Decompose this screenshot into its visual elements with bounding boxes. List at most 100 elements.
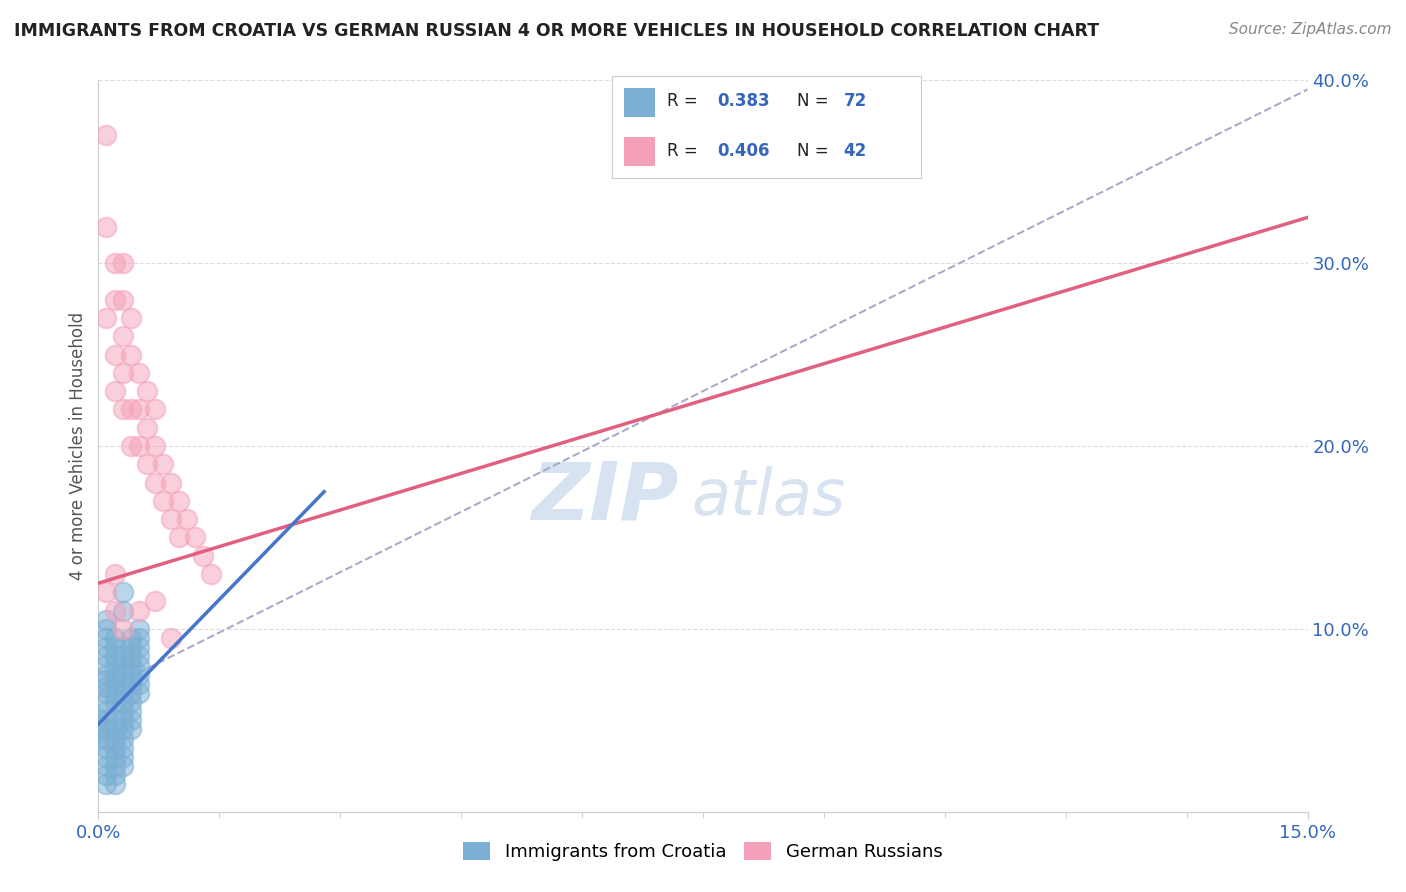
Text: IMMIGRANTS FROM CROATIA VS GERMAN RUSSIAN 4 OR MORE VEHICLES IN HOUSEHOLD CORREL: IMMIGRANTS FROM CROATIA VS GERMAN RUSSIA… xyxy=(14,22,1099,40)
Point xyxy=(111,695,134,709)
Point xyxy=(87,714,110,728)
Point xyxy=(96,777,118,791)
Point xyxy=(111,366,134,380)
Point xyxy=(103,723,125,737)
Point xyxy=(152,457,174,471)
Point xyxy=(111,740,134,755)
Point xyxy=(128,622,150,636)
Point xyxy=(103,293,125,307)
Text: ZIP: ZIP xyxy=(531,458,679,536)
Point xyxy=(111,402,134,417)
Point xyxy=(128,603,150,617)
Point xyxy=(120,658,142,673)
Point xyxy=(160,475,183,490)
Point xyxy=(103,686,125,700)
Point xyxy=(120,676,142,690)
Point xyxy=(111,256,134,270)
Point xyxy=(96,704,118,718)
Point xyxy=(120,704,142,718)
Point xyxy=(96,714,118,728)
Point xyxy=(96,723,118,737)
Point xyxy=(111,622,134,636)
Point xyxy=(96,613,118,627)
Point xyxy=(120,649,142,664)
Point xyxy=(103,777,125,791)
Point xyxy=(135,457,157,471)
Point xyxy=(96,681,118,695)
Point xyxy=(128,686,150,700)
Point xyxy=(120,686,142,700)
Bar xyxy=(624,88,655,117)
Point xyxy=(128,402,150,417)
Point xyxy=(111,686,134,700)
Point xyxy=(111,749,134,764)
Point xyxy=(120,631,142,645)
Point xyxy=(103,631,125,645)
Point xyxy=(87,731,110,746)
Point xyxy=(160,631,183,645)
Text: 0.406: 0.406 xyxy=(717,142,769,160)
Point xyxy=(160,512,183,526)
Point xyxy=(96,622,118,636)
Point xyxy=(96,686,118,700)
Point xyxy=(120,714,142,728)
Legend: Immigrants from Croatia, German Russians: Immigrants from Croatia, German Russians xyxy=(456,835,950,869)
Point xyxy=(143,402,166,417)
Point xyxy=(128,640,150,655)
Point xyxy=(96,310,118,325)
Point xyxy=(111,667,134,681)
Point xyxy=(96,640,118,655)
Point xyxy=(96,128,118,143)
Point xyxy=(111,649,134,664)
Point xyxy=(96,731,118,746)
Point xyxy=(111,603,134,617)
Point xyxy=(120,402,142,417)
Point xyxy=(111,293,134,307)
Point xyxy=(96,219,118,234)
Point xyxy=(128,649,150,664)
Point xyxy=(96,768,118,782)
Point xyxy=(111,731,134,746)
Text: R =: R = xyxy=(668,93,703,111)
Point xyxy=(128,439,150,453)
Point xyxy=(103,603,125,617)
Point xyxy=(103,676,125,690)
Text: 42: 42 xyxy=(844,142,868,160)
Point xyxy=(103,567,125,582)
Point xyxy=(96,649,118,664)
Point xyxy=(96,759,118,773)
Point xyxy=(103,731,125,746)
Point xyxy=(120,439,142,453)
Point xyxy=(167,494,190,508)
Point xyxy=(87,723,110,737)
Text: N =: N = xyxy=(797,142,834,160)
Point xyxy=(103,640,125,655)
Text: 0.383: 0.383 xyxy=(717,93,769,111)
Text: 72: 72 xyxy=(844,93,868,111)
Point xyxy=(103,667,125,681)
Point xyxy=(135,384,157,398)
Point xyxy=(120,667,142,681)
Point xyxy=(120,723,142,737)
Point xyxy=(96,740,118,755)
Point xyxy=(111,585,134,599)
Text: atlas: atlas xyxy=(690,467,845,528)
Point xyxy=(120,347,142,362)
Point xyxy=(96,667,118,681)
Point xyxy=(96,673,118,687)
Point xyxy=(103,256,125,270)
Point xyxy=(103,714,125,728)
Point xyxy=(103,347,125,362)
Point xyxy=(143,475,166,490)
Text: N =: N = xyxy=(797,93,834,111)
Point xyxy=(103,759,125,773)
Point xyxy=(111,723,134,737)
Point xyxy=(200,567,222,582)
Point xyxy=(96,585,118,599)
Text: R =: R = xyxy=(668,142,703,160)
Point xyxy=(176,512,198,526)
Point xyxy=(128,366,150,380)
Point xyxy=(111,714,134,728)
Y-axis label: 4 or more Vehicles in Household: 4 or more Vehicles in Household xyxy=(69,312,87,580)
Point xyxy=(128,667,150,681)
